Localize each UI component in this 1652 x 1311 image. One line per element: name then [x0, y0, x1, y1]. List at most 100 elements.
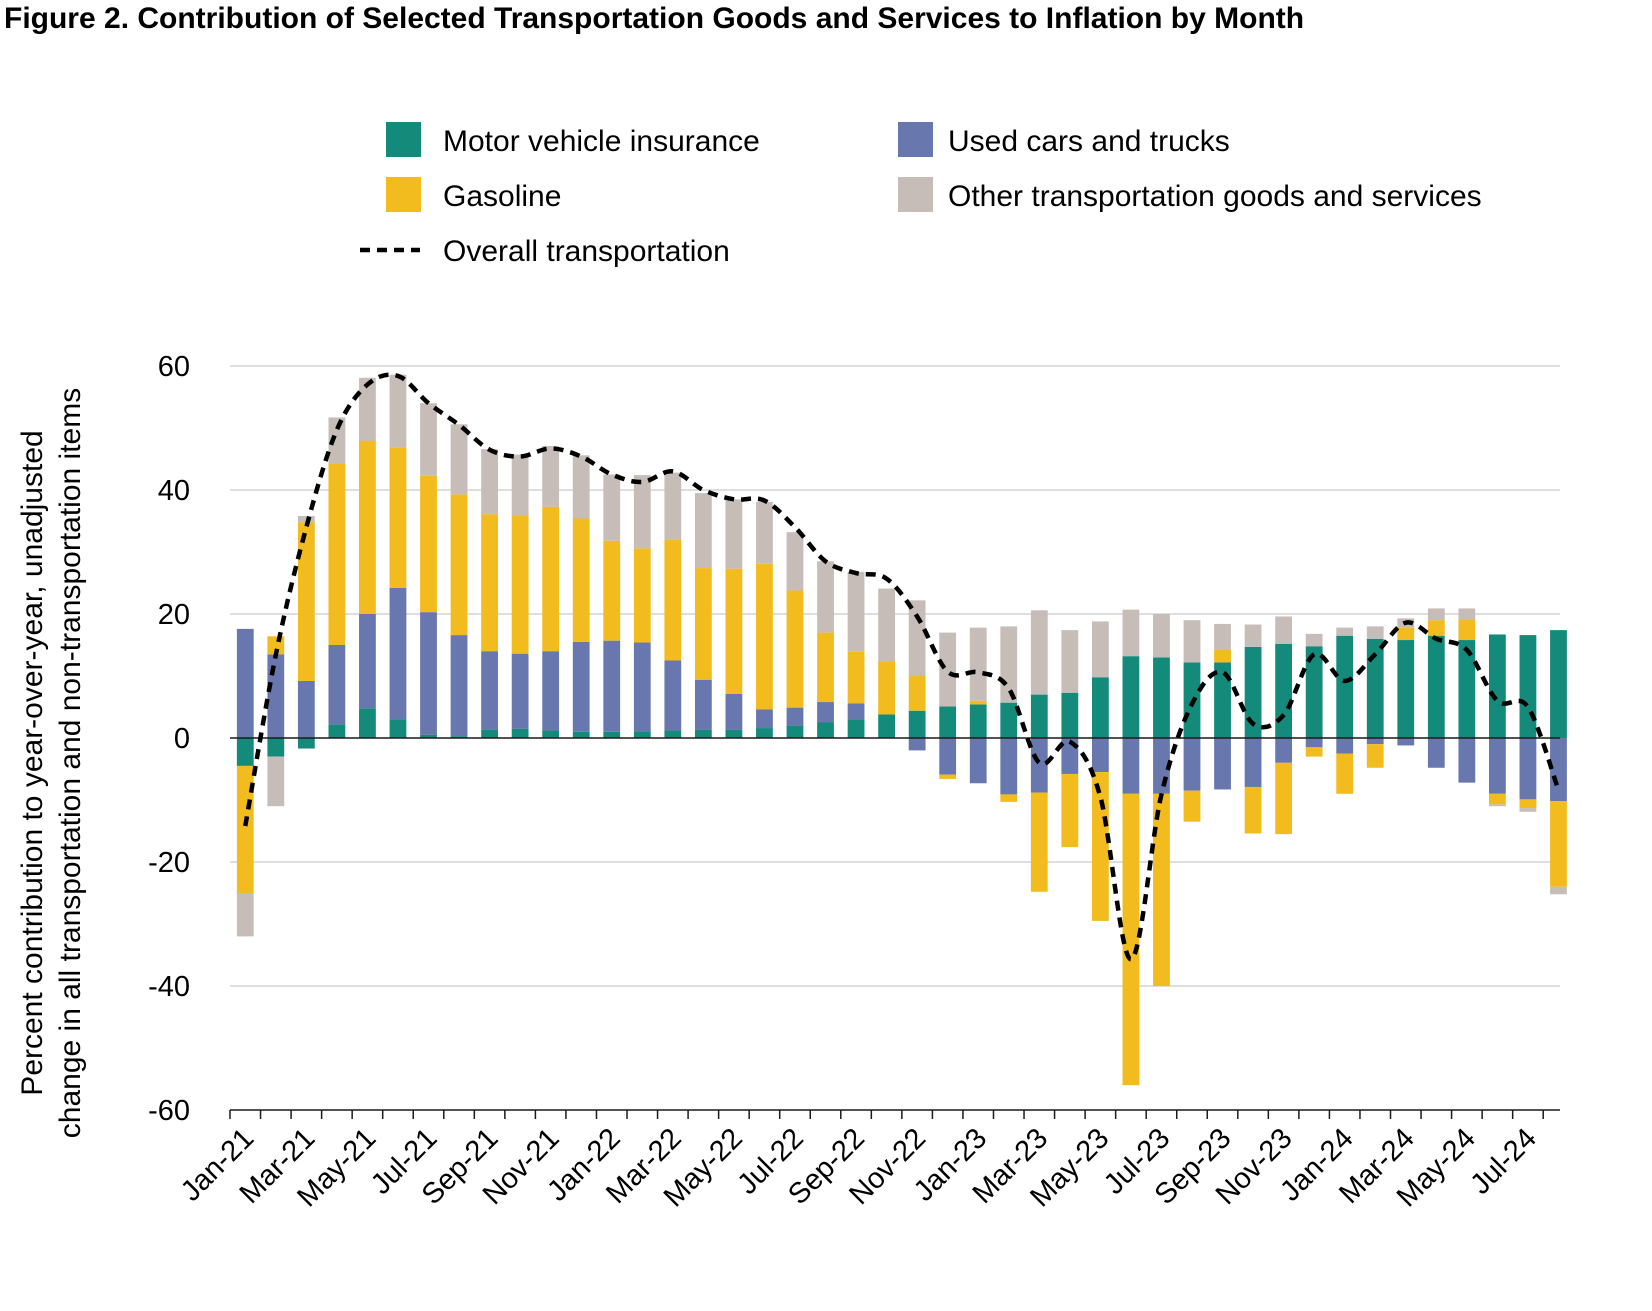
bar-motor-vehicle-insurance — [878, 714, 895, 738]
bar-gasoline — [1275, 762, 1293, 835]
bar-other-transportation-goods-and-services — [1366, 626, 1384, 639]
bar-other-transportation-goods-and-services — [908, 600, 926, 676]
bar-gasoline — [817, 632, 834, 703]
bar-other-transportation-goods-and-services — [939, 632, 957, 707]
bar-other-transportation-goods-and-services — [1214, 623, 1231, 650]
bar-gasoline — [1061, 773, 1079, 848]
bar-other-transportation-goods-and-services — [633, 475, 651, 549]
bar-used-cars-and-trucks — [450, 635, 468, 737]
bar-motor-vehicle-insurance — [389, 719, 407, 738]
bar-gasoline — [603, 540, 621, 641]
bar-gasoline — [756, 563, 773, 710]
bar-used-cars-and-trucks — [756, 709, 773, 729]
bar-motor-vehicle-insurance — [725, 729, 743, 738]
bar-other-transportation-goods-and-services — [1091, 621, 1109, 678]
bar-used-cars-and-trucks — [359, 614, 376, 709]
x-tick-label: Jul-24 — [1464, 1122, 1542, 1200]
bar-motor-vehicle-insurance — [1488, 634, 1506, 738]
bar-other-transportation-goods-and-services — [1122, 609, 1140, 657]
bar-motor-vehicle-insurance — [1397, 640, 1415, 738]
bar-motor-vehicle-insurance — [1153, 657, 1170, 738]
bar-motor-vehicle-insurance — [1519, 635, 1537, 738]
bar-used-cars-and-trucks — [633, 642, 651, 732]
legend-swatch — [898, 122, 933, 157]
bar-other-transportation-goods-and-services — [450, 424, 468, 495]
bar-motor-vehicle-insurance — [359, 708, 376, 738]
bar-motor-vehicle-insurance — [817, 722, 834, 738]
bar-motor-vehicle-insurance — [1336, 635, 1354, 738]
bar-other-transportation-goods-and-services — [1427, 608, 1445, 621]
bar-gasoline — [450, 494, 468, 636]
bar-gasoline — [542, 506, 560, 652]
bar-gasoline — [328, 463, 346, 645]
bar-other-transportation-goods-and-services — [1244, 624, 1262, 647]
y-tick-label: -40 — [148, 971, 190, 1003]
bar-gasoline — [1366, 744, 1384, 768]
bar-used-cars-and-trucks — [1397, 738, 1415, 746]
bar-motor-vehicle-insurance — [786, 725, 804, 738]
bar-other-transportation-goods-and-services — [756, 501, 773, 564]
bar-used-cars-and-trucks — [542, 651, 560, 731]
bar-motor-vehicle-insurance — [908, 710, 926, 738]
bar-motor-vehicle-insurance — [542, 730, 560, 738]
bar-motor-vehicle-insurance — [511, 728, 529, 738]
bar-motor-vehicle-insurance — [969, 704, 987, 738]
legend-swatch — [386, 177, 421, 212]
bar-gasoline — [725, 568, 743, 694]
bar-other-transportation-goods-and-services — [511, 454, 529, 516]
bar-used-cars-and-trucks — [1458, 738, 1476, 783]
legend-item-used-cars-and-trucks: Used cars and trucks — [898, 122, 1230, 158]
bar-gasoline — [1519, 799, 1537, 809]
bar-gasoline — [908, 676, 926, 711]
bar-used-cars-and-trucks — [817, 702, 834, 723]
bar-gasoline — [1458, 619, 1476, 641]
bar-used-cars-and-trucks — [389, 587, 407, 720]
y-tick-label: -60 — [148, 1095, 190, 1127]
bar-motor-vehicle-insurance — [236, 738, 254, 766]
bar-motor-vehicle-insurance — [1214, 662, 1231, 738]
bar-other-transportation-goods-and-services — [328, 417, 346, 464]
bar-other-transportation-goods-and-services — [481, 449, 498, 515]
bar-used-cars-and-trucks — [786, 707, 804, 726]
bar-used-cars-and-trucks — [1244, 738, 1262, 787]
bar-used-cars-and-trucks — [572, 641, 590, 732]
bar-gasoline — [481, 514, 498, 652]
bar-other-transportation-goods-and-services — [572, 455, 590, 519]
bar-gasoline — [939, 774, 957, 779]
bar-other-transportation-goods-and-services — [1550, 886, 1567, 895]
bar-other-transportation-goods-and-services — [847, 571, 865, 652]
bar-gasoline — [236, 765, 254, 893]
bar-motor-vehicle-insurance — [1550, 630, 1567, 738]
bar-used-cars-and-trucks — [847, 703, 865, 720]
bar-used-cars-and-trucks — [1091, 738, 1109, 773]
bar-other-transportation-goods-and-services — [1488, 804, 1506, 807]
legend-label: Used cars and trucks — [948, 125, 1230, 158]
bar-used-cars-and-trucks — [1030, 738, 1048, 793]
bar-used-cars-and-trucks — [236, 628, 254, 738]
bar-gasoline — [1091, 772, 1109, 921]
bar-used-cars-and-trucks — [603, 640, 621, 732]
bar-gasoline — [1000, 794, 1018, 802]
bar-other-transportation-goods-and-services — [725, 499, 743, 569]
bar-gasoline — [1397, 627, 1415, 641]
bar-motor-vehicle-insurance — [1305, 646, 1323, 738]
bar-gasoline — [1122, 793, 1140, 1086]
bar-gasoline — [1244, 786, 1262, 834]
bar-motor-vehicle-insurance — [633, 731, 651, 738]
series-line-overall-transportation — [243, 372, 1561, 962]
bar-other-transportation-goods-and-services — [664, 472, 682, 540]
bar-motor-vehicle-insurance — [694, 729, 712, 738]
bar-other-transportation-goods-and-services — [1061, 630, 1079, 693]
bar-gasoline — [786, 590, 804, 708]
bar-used-cars-and-trucks — [694, 679, 712, 730]
bar-used-cars-and-trucks — [1214, 738, 1231, 790]
bar-used-cars-and-trucks — [1550, 738, 1567, 802]
bar-other-transportation-goods-and-services — [1519, 808, 1537, 812]
bar-motor-vehicle-insurance — [1275, 643, 1293, 738]
bar-other-transportation-goods-and-services — [420, 403, 437, 476]
bar-gasoline — [847, 651, 865, 704]
x-tick-labels: Jan-21Mar-21May-21Jul-21Sep-21Nov-21Jan-… — [175, 1122, 1543, 1213]
bar-other-transportation-goods-and-services — [1305, 633, 1323, 647]
bar-used-cars-and-trucks — [1427, 738, 1445, 768]
